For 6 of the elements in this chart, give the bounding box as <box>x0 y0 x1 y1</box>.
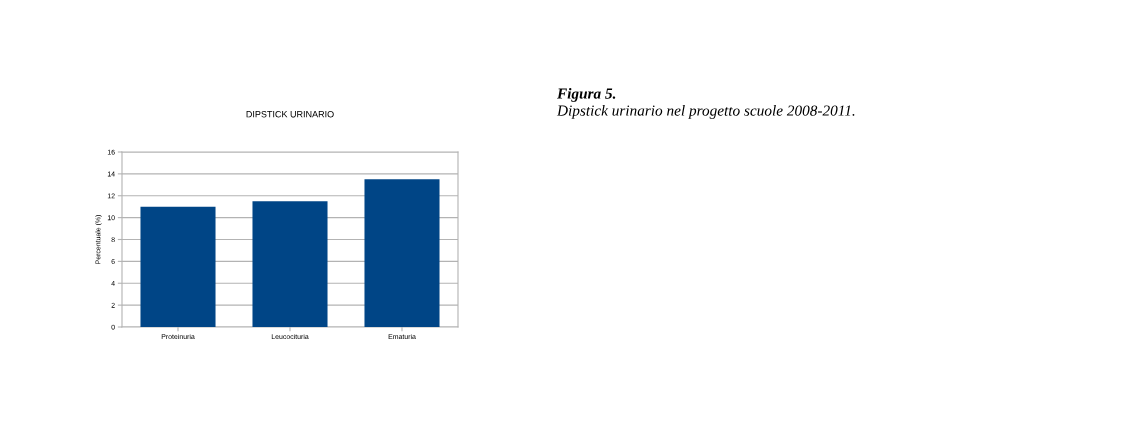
bar <box>252 201 328 327</box>
text: Figura 5. <box>556 88 616 102</box>
bar <box>140 206 216 327</box>
bar <box>364 179 440 327</box>
chart-title: DIPSTICK URINARIO <box>246 111 334 118</box>
text: Dipstick urinario nel progetto scuole 2008-2011. <box>556 105 855 119</box>
